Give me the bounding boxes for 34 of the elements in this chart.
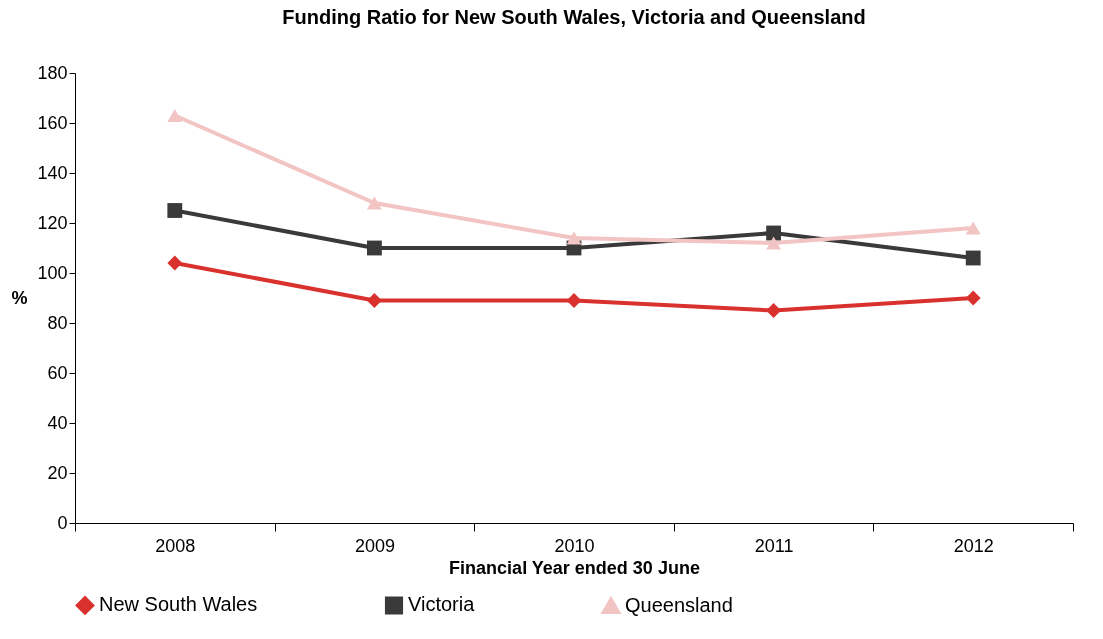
point	[566, 231, 582, 245]
y-tick-label: 60	[47, 362, 68, 383]
point	[766, 236, 782, 250]
point	[167, 255, 183, 271]
point	[965, 250, 981, 266]
legend-label: New South Wales	[99, 593, 258, 616]
y-tick-label: 120	[37, 212, 68, 233]
point	[366, 293, 382, 308]
x-tick-label: 2009	[354, 535, 395, 556]
y-tick-label: 80	[47, 312, 68, 333]
x-axis-title: Financial Year ended 30 June	[449, 557, 700, 578]
y-tick-label: 140	[37, 162, 68, 183]
x-tick-label: 2012	[953, 535, 994, 556]
point	[766, 303, 782, 318]
point	[167, 203, 183, 218]
chart-title: Funding Ratio for New South Wales, Victoria and Queensland	[282, 6, 866, 28]
point	[766, 225, 782, 241]
y-tick-label: 180	[37, 62, 68, 83]
y-tick-label: 100	[37, 262, 68, 283]
point	[366, 240, 382, 256]
x-tick-label: 2010	[554, 535, 595, 556]
y-tick-label: 0	[57, 512, 68, 533]
point	[366, 196, 382, 210]
y-tick-label: 160	[37, 112, 68, 133]
x-tick-label: 2008	[155, 535, 196, 556]
x-tick-label: 2011	[754, 535, 794, 556]
y-axis-title: %	[11, 287, 28, 308]
y-tick-label: 40	[47, 412, 68, 433]
point	[965, 290, 981, 306]
legend-label: Victoria	[408, 593, 476, 616]
point	[167, 109, 183, 122]
point	[965, 221, 981, 235]
y-tick-label: 20	[47, 462, 68, 483]
legend-label: Queensland	[625, 593, 733, 616]
